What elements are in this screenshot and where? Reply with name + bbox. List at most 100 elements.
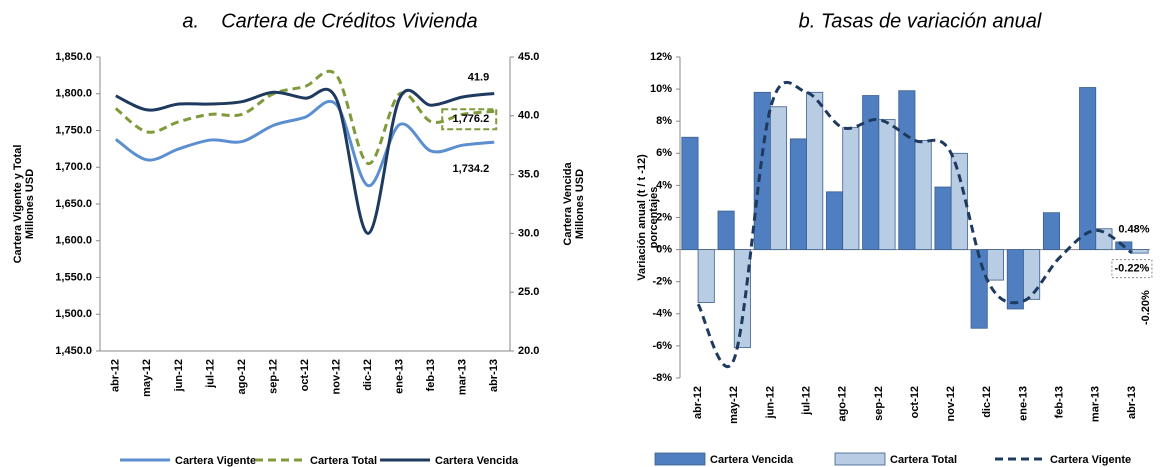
y-tick-label: 10%: [650, 83, 672, 95]
y-tick-label: 4%: [656, 179, 672, 191]
line: [114, 69, 495, 166]
legend-label: Cartera Vencida: [435, 455, 519, 467]
data-label: 1,776.2: [453, 113, 490, 125]
bar: [733, 249, 751, 348]
line: [114, 99, 495, 188]
y2-tick-label: 30.0: [518, 227, 539, 239]
legend-label: Cartera Vencida: [710, 454, 794, 466]
legend-label: Cartera Vigente: [1050, 454, 1131, 466]
legend-label: Cartera Vigente: [175, 455, 256, 467]
bar: [950, 152, 968, 251]
bar: [697, 249, 715, 303]
bar: [1095, 228, 1113, 251]
legend-label: Cartera Total: [890, 454, 957, 466]
legend-swatch: [654, 452, 706, 466]
x-tick-label: jul-12: [800, 386, 812, 416]
y2-tick-label: 25.0: [518, 286, 539, 298]
bar: [842, 127, 860, 251]
x-tick-label: may-12: [141, 359, 153, 397]
y-axis-title: porcentajes: [648, 187, 660, 249]
x-tick-label: jun-12: [764, 386, 776, 419]
x-tick-label: abr-12: [692, 386, 704, 419]
y-tick-label: 8%: [656, 115, 672, 127]
x-tick-label: ene-13: [394, 359, 406, 394]
line: [115, 87, 495, 235]
x-tick-label: abr-13: [488, 359, 500, 392]
data-label: 41.9: [468, 71, 489, 83]
x-tick-label: sep-12: [873, 386, 885, 421]
y-tick-label: 6%: [656, 147, 672, 159]
y-tick-label: 1,800.0: [55, 88, 92, 100]
data-label: -0.22%: [1114, 263, 1149, 275]
bar: [1131, 249, 1149, 254]
x-tick-label: oct-12: [909, 386, 921, 418]
label-box: [1111, 259, 1153, 279]
data-label: 1,734.2: [453, 163, 490, 175]
x-tick-label: dic-12: [981, 386, 993, 418]
x-tick-label: abr-12: [110, 359, 122, 392]
x-tick-label: jun-12: [173, 359, 185, 392]
x-tick-label: feb-13: [1054, 386, 1066, 418]
x-tick-label: ago-12: [837, 386, 849, 421]
bar: [681, 136, 699, 250]
legend-swatch: [834, 452, 886, 466]
x-tick-label: may-12: [728, 386, 740, 424]
y-tick-label: 1,600.0: [55, 235, 92, 247]
bar: [914, 140, 932, 251]
y-tick-label: 12%: [650, 51, 672, 63]
label-box: [441, 108, 498, 131]
y2-tick-label: 35.0: [518, 169, 539, 181]
y-axis-title: Variación anual (t / t -12): [636, 154, 648, 281]
y-axis-title: Cartera Vigente y Total: [12, 145, 24, 264]
bar: [1006, 249, 1024, 310]
chart-title: a. Cartera de Créditos Vivienda: [182, 10, 477, 32]
x-tick-label: dic-12: [362, 359, 374, 391]
bar: [717, 210, 735, 251]
y2-tick-label: 45.0: [518, 51, 539, 63]
x-tick-label: nov-12: [945, 386, 957, 421]
y-tick-label: 1,750.0: [55, 124, 92, 136]
y2-tick-label: 20.0: [518, 345, 539, 357]
chart-title: b. Tasas de variación anual: [799, 10, 1042, 32]
data-label: 0.48%: [1118, 224, 1149, 236]
y-tick-label: 0%: [656, 244, 672, 256]
x-tick-label: jul-12: [204, 359, 216, 389]
bar: [806, 91, 824, 250]
x-tick-label: oct-12: [299, 359, 311, 391]
bar: [1079, 87, 1097, 250]
bar: [1023, 249, 1041, 300]
y-tick-label: -8%: [652, 372, 672, 384]
y-tick-label: -4%: [652, 308, 672, 320]
x-tick-label: ago-12: [236, 359, 248, 394]
bar: [970, 249, 988, 329]
y-tick-label: 2%: [656, 211, 672, 223]
y2-axis-title: Millones USD: [574, 169, 586, 239]
bar: [934, 186, 952, 251]
x-tick-label: mar-13: [457, 359, 469, 395]
bar: [878, 119, 896, 251]
y2-axis-title: Cartera Vencida: [562, 162, 574, 246]
y-tick-label: 1,500.0: [55, 308, 92, 320]
y-tick-label: 1,650.0: [55, 198, 92, 210]
x-tick-label: mar-13: [1090, 386, 1102, 422]
x-tick-label: nov-12: [330, 359, 342, 394]
y-tick-label: 1,850.0: [55, 51, 92, 63]
bar: [1042, 212, 1061, 250]
x-tick-label: ene-13: [1017, 386, 1029, 421]
bar: [898, 90, 916, 251]
x-tick-label: sep-12: [267, 359, 279, 394]
y2-tick-label: 40.0: [518, 110, 539, 122]
y-tick-label: 1,550.0: [55, 271, 92, 283]
line: [696, 80, 1133, 369]
bar: [826, 191, 844, 251]
data-label: -0.20%: [1140, 290, 1152, 325]
y-axis-title: Millones USD: [24, 169, 36, 239]
bar: [769, 106, 788, 250]
x-tick-label: abr-13: [1126, 386, 1138, 419]
legend-label: Cartera Total: [310, 455, 377, 467]
y-tick-label: 1,450.0: [55, 345, 92, 357]
x-tick-label: feb-13: [425, 359, 437, 391]
bar: [986, 249, 1004, 281]
bar: [789, 138, 807, 250]
y-tick-label: -2%: [652, 276, 672, 288]
